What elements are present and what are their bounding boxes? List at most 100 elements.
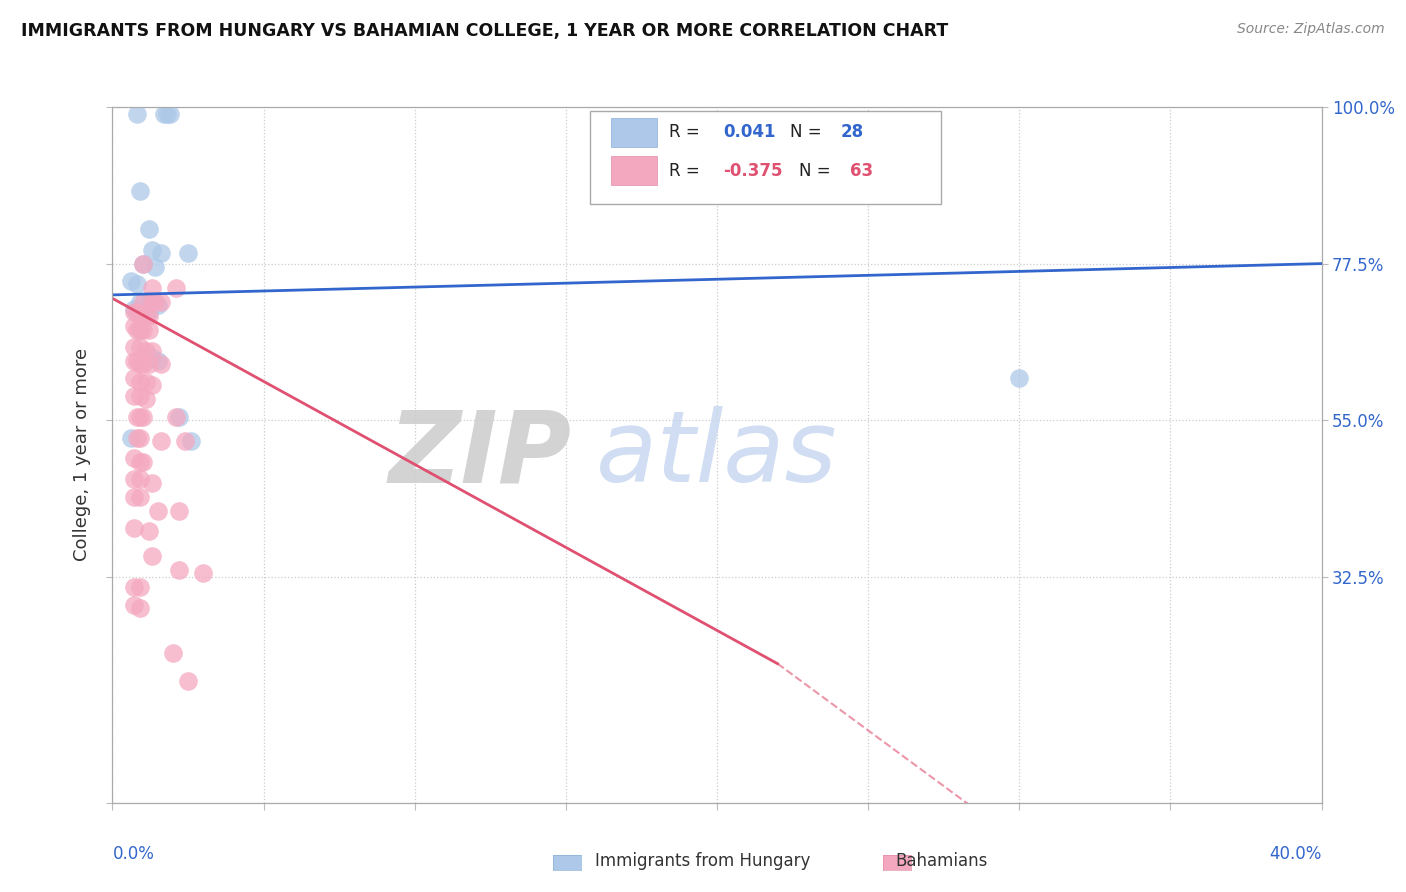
Point [128,358,150,372]
Text: -0.375: -0.375 [723,161,783,179]
Point [149,246,172,260]
Text: R =: R = [669,161,704,179]
Point [132,409,155,424]
Text: 40.0%: 40.0% [1270,845,1322,863]
Point [177,674,200,689]
Point [138,323,160,337]
Point [125,277,148,292]
Text: Immigrants from Hungary: Immigrants from Hungary [595,852,811,870]
Point [141,281,163,295]
Point [122,389,145,403]
Point [138,305,160,319]
Text: N =: N = [799,161,837,179]
Point [132,455,155,469]
Text: 0.0%: 0.0% [112,845,155,863]
Point [122,319,145,334]
Point [125,305,148,319]
Point [143,260,166,274]
Point [128,375,150,389]
FancyBboxPatch shape [610,156,657,186]
Point [122,451,145,466]
Point [167,409,190,424]
Point [120,274,142,288]
Point [135,375,157,389]
Point [138,358,160,372]
Text: ZIP: ZIP [389,407,572,503]
Point [1008,371,1031,385]
Point [122,490,145,504]
Point [146,503,169,517]
Point [122,305,145,319]
Point [141,475,163,490]
Point [132,358,155,372]
Point [135,343,157,358]
Point [141,294,163,309]
Text: Bahamians: Bahamians [896,852,988,870]
Point [135,392,157,407]
Point [174,434,197,448]
Text: 0.041: 0.041 [723,123,776,142]
Point [122,472,145,486]
Point [128,305,150,319]
Point [122,371,145,385]
Point [146,298,169,312]
Point [128,490,150,504]
Point [138,294,160,309]
Point [128,409,150,424]
Point [149,434,172,448]
Point [149,294,172,309]
Point [177,246,200,260]
Point [165,409,187,424]
Point [125,107,148,121]
Point [125,305,148,319]
Point [128,472,150,486]
Point [153,107,176,121]
Point [128,340,150,354]
Text: atlas: atlas [596,407,838,503]
Point [149,358,172,372]
Point [122,521,145,535]
Text: 28: 28 [841,123,863,142]
Point [132,256,155,270]
Text: N =: N = [790,123,827,142]
Point [128,431,150,445]
Point [125,431,148,445]
Text: Source: ZipAtlas.com: Source: ZipAtlas.com [1237,22,1385,37]
Point [135,309,157,323]
FancyBboxPatch shape [591,111,941,204]
Point [146,354,169,368]
Point [132,256,155,270]
Point [122,340,145,354]
Point [162,646,184,660]
Point [128,323,150,337]
Point [128,323,150,337]
Point [143,294,166,309]
Point [138,221,160,235]
Point [122,598,145,612]
Point [128,184,150,198]
Point [159,107,181,121]
Point [128,294,150,309]
Point [141,343,163,358]
Point [128,601,150,615]
Text: R =: R = [669,123,704,142]
Point [125,354,148,368]
Point [141,243,163,257]
Point [132,323,155,337]
Text: IMMIGRANTS FROM HUNGARY VS BAHAMIAN COLLEGE, 1 YEAR OR MORE CORRELATION CHART: IMMIGRANTS FROM HUNGARY VS BAHAMIAN COLL… [21,22,948,40]
Point [128,309,150,323]
Point [141,378,163,392]
Point [141,351,163,365]
Point [120,431,142,445]
Point [128,455,150,469]
Point [167,563,190,577]
Point [132,294,155,309]
FancyBboxPatch shape [610,118,657,147]
Point [191,566,215,581]
Point [138,524,160,539]
Point [125,409,148,424]
Point [128,389,150,403]
Point [180,434,202,448]
Y-axis label: College, 1 year or more: College, 1 year or more [73,349,91,561]
Point [122,580,145,594]
